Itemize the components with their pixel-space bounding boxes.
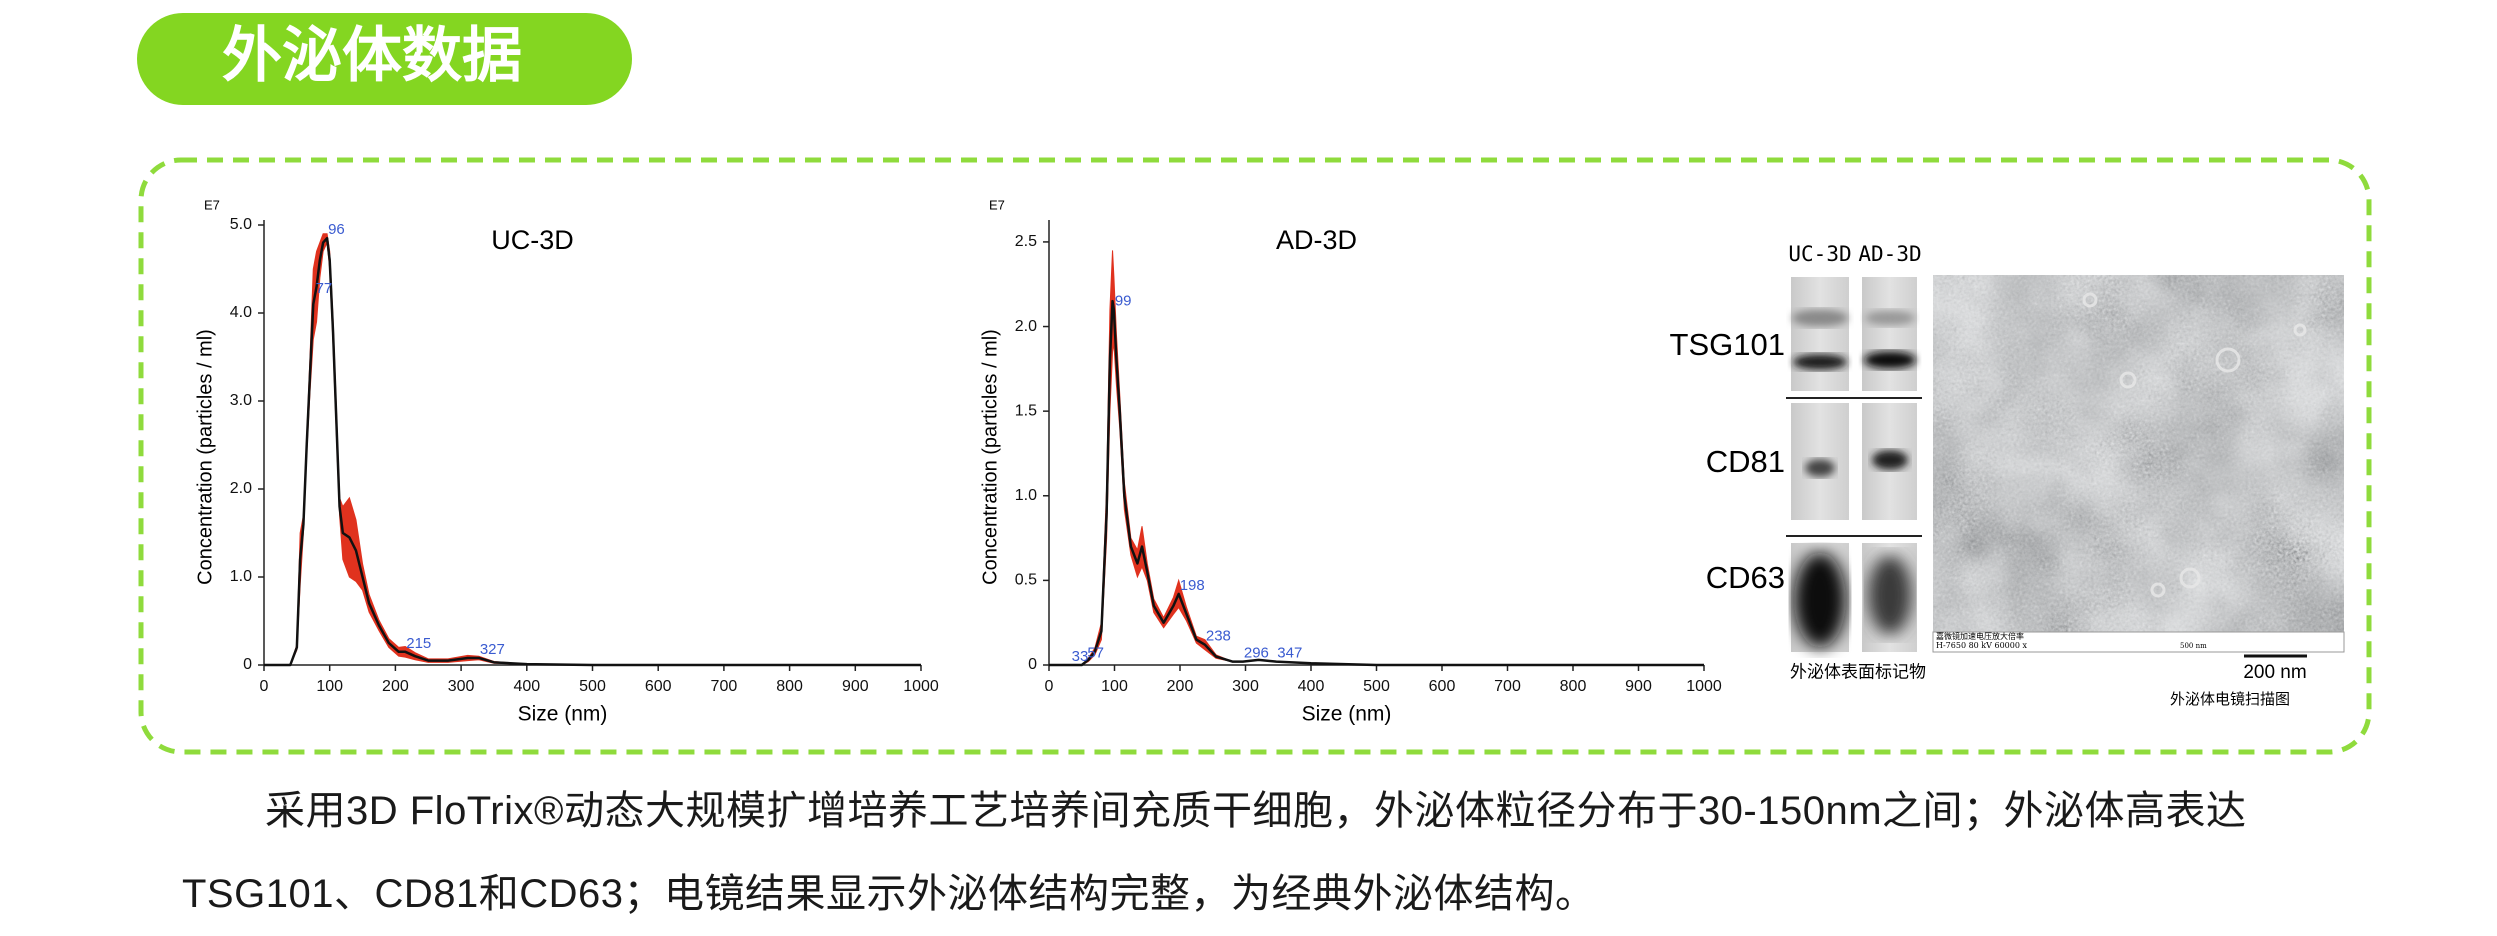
blot-caption: 外泌体表面标记物 [1790, 662, 1926, 681]
peak-label: 238 [1206, 628, 1231, 645]
y-axis-label: Concentration (particles / ml) [979, 329, 1001, 585]
peak-label: 347 [1277, 645, 1302, 662]
em-info: 500 nm [2180, 642, 2207, 650]
y-tick-label: 0 [243, 656, 252, 673]
figure: 外泌体数据 UC-3D E7 Concentration (particles / … [137, 13, 2372, 755]
em-info: H-7650 80 kV 60000 x [1936, 641, 2027, 650]
line-chart: AD-3D E7 Concentration (particles / ml) Siz… [979, 197, 1722, 725]
y-tick-label: 0 [1028, 656, 1037, 673]
x-tick-label: 400 [1298, 678, 1325, 695]
x-tick-label: 100 [316, 678, 343, 695]
em-caption: 外泌体电镜扫描图 [2170, 690, 2290, 708]
chart-title: AD-3D [1276, 225, 1357, 255]
x-tick-label: 200 [1167, 678, 1194, 695]
y-tick-label: 3.0 [230, 392, 252, 409]
header-title: 外泌体数据 [222, 22, 522, 89]
x-axis-label: Size (nm) [518, 703, 608, 726]
y-tick-label: 5.0 [230, 216, 252, 233]
y-unit: E7 [204, 197, 220, 212]
x-tick-label: 200 [382, 678, 409, 695]
x-tick-label: 800 [776, 678, 803, 695]
x-tick-label: 100 [1101, 678, 1128, 695]
peak-label: 99 [1115, 293, 1132, 310]
em-info: 嘉微镜加速电压放大倍率 [1936, 631, 2024, 641]
line-chart: UC-3D E7 Concentration (particles / ml) Siz… [194, 197, 939, 725]
y-tick-label: 2.5 [1015, 233, 1037, 250]
x-tick-label: 700 [711, 678, 738, 695]
x-tick-label: 900 [1625, 678, 1652, 695]
peak-label: 215 [406, 635, 431, 652]
x-tick-label: 400 [513, 678, 540, 695]
em-micrograph [1933, 275, 2344, 632]
frame [138, 157, 2372, 755]
x-tick-label: 600 [1429, 678, 1456, 695]
y-axis-label: Concentration (particles / ml) [194, 329, 216, 585]
blot-row-label: CD63 [1706, 560, 1785, 595]
charts: UC-3D E7 Concentration (particles / ml) Siz… [194, 197, 1722, 725]
x-tick-label: 300 [1232, 678, 1259, 695]
blot-lanes [1786, 277, 1922, 652]
western-blot: UC-3D AD-3D TSG101 CD81 CD63 外泌体表面标记物 [1670, 242, 1926, 681]
em-scale: 200 nm [2243, 662, 2306, 683]
y-tick-label: 1.0 [1015, 487, 1037, 504]
x-tick-label: 1000 [903, 678, 939, 695]
x-tick-label: 500 [579, 678, 606, 695]
x-tick-label: 800 [1560, 678, 1587, 695]
header-badge [137, 13, 632, 105]
x-tick-label: 0 [260, 678, 269, 695]
mean-line [264, 236, 921, 667]
description: 采用3D FloTrix®动态大规模扩增培养工艺培养间充质干细胞，外泌体粒径分布… [182, 789, 2247, 916]
mean-line [1049, 299, 1704, 667]
peak-label: 296 [1244, 645, 1269, 662]
x-tick-label: 300 [448, 678, 475, 695]
blot-row-label: TSG101 [1670, 327, 1785, 362]
x-tick-label: 1000 [1686, 678, 1722, 695]
peak-label: 198 [1180, 577, 1205, 594]
error-band [264, 233, 921, 666]
blot-row-label: CD81 [1706, 444, 1785, 479]
chart-title: UC-3D [491, 225, 574, 255]
y-tick-label: 1.0 [230, 568, 252, 585]
x-tick-label: 700 [1494, 678, 1521, 695]
blot-column-label: AD-3D [1858, 242, 1921, 266]
y-tick-label: 4.0 [230, 304, 252, 321]
x-tick-label: 0 [1045, 678, 1054, 695]
y-unit: E7 [989, 197, 1005, 212]
y-tick-label: 2.0 [230, 480, 252, 497]
x-tick-label: 600 [645, 678, 672, 695]
peak-label: 77 [316, 280, 333, 297]
error-band [1049, 250, 1704, 666]
x-tick-label: 900 [842, 678, 869, 695]
y-tick-label: 2.0 [1015, 318, 1037, 335]
blot-column-label: UC-3D [1788, 242, 1851, 266]
y-tick-label: 1.5 [1015, 402, 1037, 419]
y-tick-label: 0.5 [1015, 572, 1037, 589]
peak-label: 33 [1072, 648, 1089, 665]
em-image: 嘉微镜加速电压放大倍率 H-7650 80 kV 60000 x 500 nm … [1932, 275, 2345, 708]
peak-label: 96 [328, 221, 345, 238]
peak-label: 57 [1087, 644, 1104, 661]
x-axis-label: Size (nm) [1302, 703, 1392, 726]
peak-label: 327 [480, 641, 505, 658]
x-tick-label: 500 [1363, 678, 1390, 695]
